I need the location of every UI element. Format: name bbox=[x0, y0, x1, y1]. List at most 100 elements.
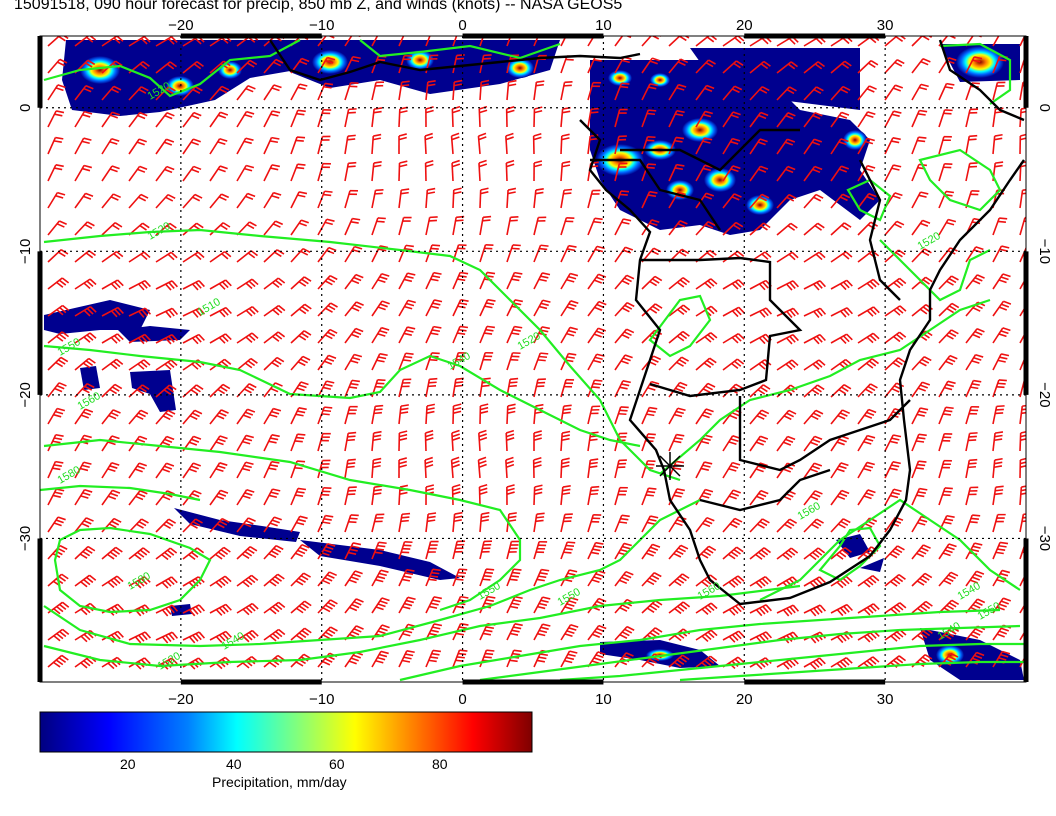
wind-barb bbox=[371, 81, 385, 101]
wind-barb bbox=[209, 462, 228, 479]
wind-barb bbox=[668, 516, 687, 533]
wind-barb bbox=[47, 136, 64, 155]
wind-barb bbox=[614, 406, 629, 425]
contour-label: 1540 bbox=[446, 350, 473, 373]
lon-tick-label-top: −20 bbox=[168, 17, 193, 34]
wind-barb bbox=[371, 189, 384, 209]
wind-barb bbox=[776, 333, 799, 345]
wind-barb bbox=[614, 328, 635, 344]
wind-barb bbox=[830, 518, 851, 533]
wind-barb bbox=[857, 434, 876, 452]
wind-barb bbox=[344, 108, 357, 128]
wind-barb bbox=[236, 461, 254, 479]
wind-barb bbox=[398, 568, 415, 587]
wind-barb bbox=[101, 489, 121, 506]
wind-barb bbox=[452, 403, 462, 425]
wind-barb bbox=[344, 327, 364, 344]
wind-barb bbox=[398, 80, 410, 101]
wind-barb bbox=[128, 409, 149, 425]
wind-barb bbox=[290, 543, 310, 560]
wind-barb bbox=[668, 136, 685, 155]
wind-barb bbox=[398, 106, 408, 128]
wind-barb bbox=[560, 326, 578, 344]
wind-barb bbox=[560, 485, 571, 506]
wind-barb bbox=[155, 307, 179, 319]
wind-barb bbox=[992, 485, 1004, 506]
wind-barb bbox=[938, 406, 954, 425]
wind-barb bbox=[1019, 107, 1026, 128]
wind-barb bbox=[317, 487, 332, 506]
wind-barb bbox=[641, 190, 658, 209]
wind-barb bbox=[236, 332, 259, 344]
lon-tick-label-top: 0 bbox=[458, 17, 466, 34]
wind-barb bbox=[614, 246, 634, 263]
wind-barb bbox=[695, 516, 715, 533]
wind-barb bbox=[560, 596, 579, 614]
wind-barb bbox=[533, 512, 545, 533]
lat-tick-label-right: −10 bbox=[1036, 239, 1053, 264]
wind-barb bbox=[317, 571, 337, 587]
wind-barb bbox=[533, 568, 550, 587]
wind-barb bbox=[533, 623, 551, 641]
wind-barb bbox=[398, 457, 407, 479]
wind-barb bbox=[128, 576, 151, 589]
wind-barb bbox=[776, 359, 799, 371]
axis-tick-labels: −20 −20 −10 −10 0 0 10 10 20 20 30 30 0 0 −10 −10 −20 −20… bbox=[17, 17, 1053, 708]
wind-barb bbox=[317, 274, 338, 290]
wind-barb bbox=[803, 165, 823, 182]
wind-barb bbox=[830, 462, 849, 479]
wind-barb bbox=[452, 568, 468, 587]
wind-barb bbox=[722, 36, 745, 47]
wind-barb bbox=[479, 511, 490, 533]
wind-barb bbox=[992, 327, 1011, 344]
wind-barb bbox=[74, 250, 96, 263]
wind-barb bbox=[47, 164, 64, 182]
wind-barb bbox=[155, 631, 179, 644]
wind-barb bbox=[533, 596, 551, 614]
wind-barb bbox=[722, 603, 745, 616]
wind-barb bbox=[695, 461, 713, 479]
wind-barb bbox=[668, 58, 689, 74]
wind-barb bbox=[992, 217, 1008, 236]
wind-barb bbox=[857, 461, 875, 479]
wind-barb bbox=[884, 220, 905, 236]
wind-barb bbox=[452, 271, 469, 290]
wind-barb bbox=[911, 433, 927, 452]
wind-barb bbox=[209, 111, 229, 128]
wind-barb bbox=[290, 487, 307, 506]
wind-barb bbox=[776, 604, 800, 617]
wind-barb bbox=[101, 409, 121, 425]
wind-barb bbox=[155, 435, 175, 452]
wind-barb bbox=[506, 352, 521, 371]
wind-barb bbox=[803, 307, 827, 318]
contour-label: 1520 bbox=[916, 230, 943, 253]
wind-barb bbox=[74, 408, 94, 425]
wind-barb bbox=[128, 111, 148, 128]
wind-barb bbox=[911, 487, 928, 506]
wind-barb bbox=[317, 302, 338, 317]
wind-barb bbox=[47, 601, 70, 615]
wind-barb bbox=[857, 408, 877, 425]
wind-barb bbox=[992, 379, 1007, 398]
wind-barb bbox=[74, 192, 94, 209]
wind-barb bbox=[1019, 513, 1026, 533]
wind-barb bbox=[857, 383, 878, 398]
wind-barb bbox=[695, 84, 715, 101]
wind-barb bbox=[182, 518, 203, 533]
wind-barb bbox=[533, 160, 543, 182]
wind-barb bbox=[533, 299, 551, 317]
wind-barb bbox=[398, 352, 414, 371]
wind-barb bbox=[47, 304, 70, 317]
wind-barb bbox=[479, 325, 495, 344]
wind-barb bbox=[722, 461, 741, 479]
wind-barb bbox=[424, 429, 434, 452]
wind-barb bbox=[668, 654, 690, 668]
wind-barb bbox=[344, 514, 359, 533]
wind-barb bbox=[263, 488, 281, 506]
wind-barb bbox=[965, 486, 979, 506]
wind-barb bbox=[101, 383, 123, 398]
wind-barb bbox=[857, 358, 879, 371]
wind-barb bbox=[477, 456, 487, 479]
lon-tick-label-bottom: −20 bbox=[168, 691, 193, 708]
wind-barb bbox=[101, 193, 121, 209]
